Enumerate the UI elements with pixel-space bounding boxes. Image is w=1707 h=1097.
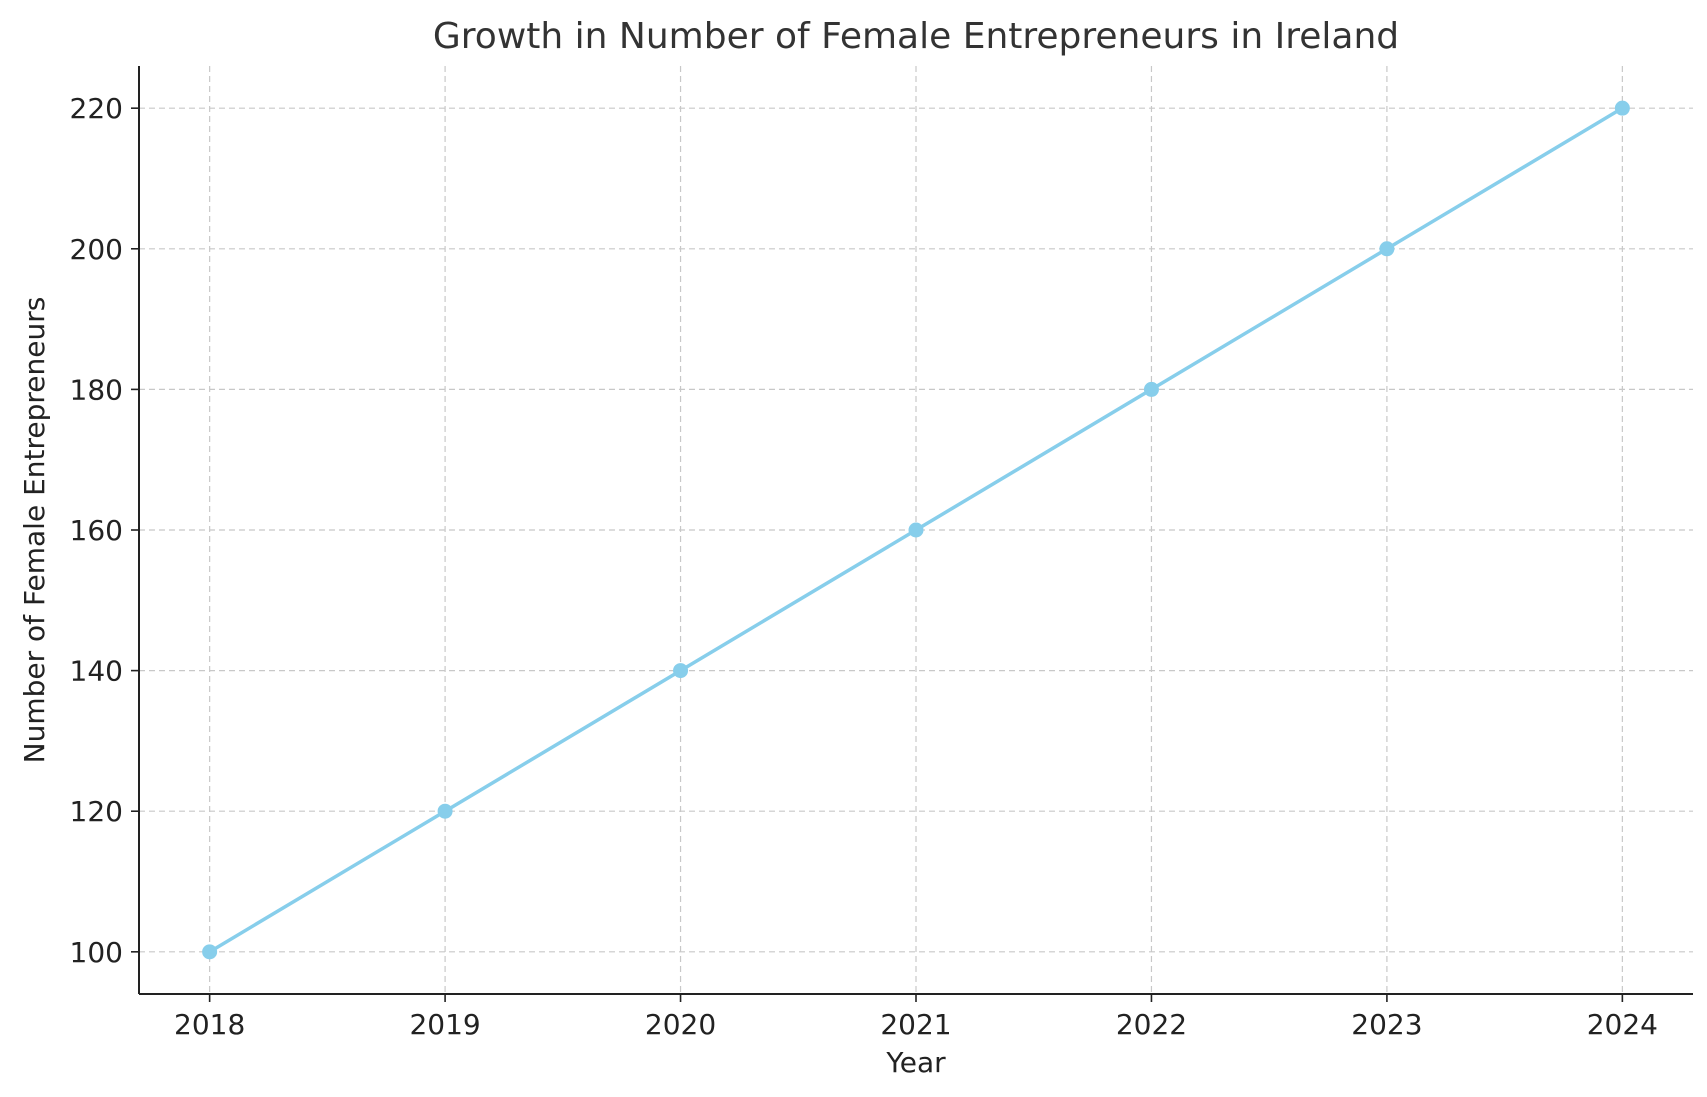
x-tick-label: 2021: [880, 1008, 951, 1041]
y-tick-label: 200: [70, 233, 123, 266]
y-tick-label: 120: [70, 795, 123, 828]
y-axis-label: Number of Female Entrepreneurs: [18, 297, 51, 764]
series-layer: [202, 100, 1630, 960]
x-tick-label: 2020: [645, 1008, 716, 1041]
data-point-2021: [908, 522, 924, 538]
y-gridlines: [139, 107, 1693, 953]
data-point-2024: [1614, 100, 1630, 116]
y-tick-label: 160: [70, 514, 123, 547]
data-point-2018: [202, 944, 218, 960]
x-tick-label: 2023: [1351, 1008, 1422, 1041]
y-tick-label: 220: [70, 92, 123, 125]
x-axis-label: Year: [885, 1046, 946, 1079]
data-point-2019: [437, 803, 453, 819]
y-tick-label: 100: [70, 936, 123, 969]
y-tick-label: 180: [70, 373, 123, 406]
data-point-2022: [1143, 381, 1159, 397]
x-gridlines: [209, 66, 1623, 994]
x-tick-label: 2018: [174, 1008, 245, 1041]
data-point-2023: [1379, 241, 1395, 257]
chart-title: Growth in Number of Female Entrepreneurs…: [433, 16, 1399, 57]
data-point-2020: [673, 663, 689, 679]
x-tick-label: 2024: [1587, 1008, 1658, 1041]
x-tick-label: 2022: [1116, 1008, 1187, 1041]
x-axis-ticks: 2018 2019 2020 2021 2022 2023 2024: [174, 994, 1658, 1041]
y-tick-label: 140: [70, 655, 123, 688]
x-tick-label: 2019: [409, 1008, 480, 1041]
y-axis-ticks: 100 120 140 160 180 200 220: [70, 92, 139, 969]
